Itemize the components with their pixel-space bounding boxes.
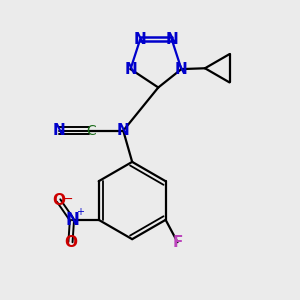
- Text: C: C: [87, 124, 96, 138]
- Text: N: N: [53, 123, 66, 138]
- Text: N: N: [134, 32, 147, 47]
- Text: N: N: [165, 32, 178, 47]
- Text: O: O: [52, 193, 65, 208]
- Text: N: N: [124, 61, 137, 76]
- Text: O: O: [64, 235, 77, 250]
- Text: +: +: [76, 206, 84, 217]
- Text: N: N: [65, 211, 79, 229]
- Text: −: −: [62, 193, 73, 206]
- Text: F: F: [172, 235, 183, 250]
- Text: N: N: [175, 61, 188, 76]
- Text: N: N: [117, 123, 130, 138]
